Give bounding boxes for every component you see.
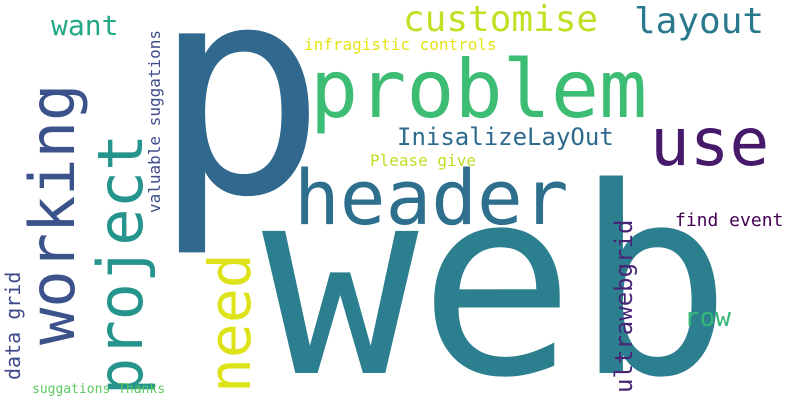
word-working: working (16, 83, 89, 345)
word-customise: customise (403, 0, 599, 40)
word-please-give: Please give (370, 151, 476, 170)
word-web: web (262, 133, 732, 400)
word-data-grid: data grid (1, 271, 25, 380)
word-want: want (51, 9, 119, 42)
word-layout: layout (634, 1, 765, 42)
word-valuable-suggations: valuable suggations (145, 29, 164, 213)
word-header: header (294, 153, 569, 242)
word-initialize-layout: InisalizeLayOut (397, 123, 614, 151)
word-problem: problem (310, 43, 648, 136)
word-ultrawebgrid: ultrawebgrid (610, 219, 638, 393)
word-project: project (84, 133, 157, 395)
word-use: use (650, 104, 770, 181)
word-p: p (152, 0, 327, 261)
word-need: need (196, 253, 264, 393)
word-row: row (684, 303, 731, 333)
word-suggations-thanks: suggations Thanks (32, 382, 166, 397)
word-infragistic-controls: infragistic controls (304, 35, 497, 54)
word-find-event: find event (675, 210, 784, 231)
